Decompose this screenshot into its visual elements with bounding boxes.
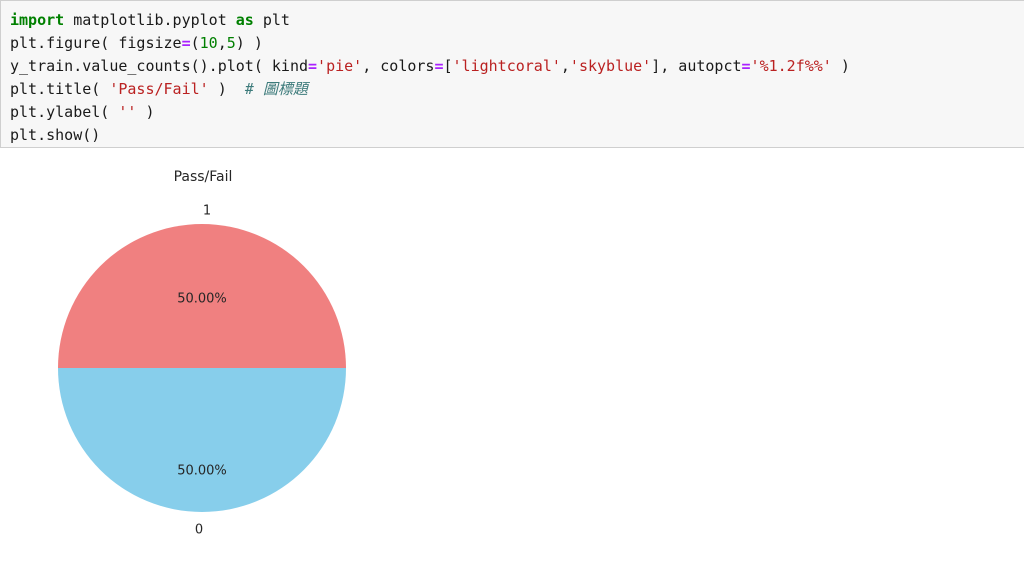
code-token-name: , colors: [362, 57, 435, 75]
code-token-name: ) ): [235, 34, 263, 52]
code-token-name: plt: [253, 11, 290, 29]
code-token-str: '%1.2f%%': [750, 57, 832, 75]
code-token-str: 'Pass/Fail': [109, 80, 209, 98]
code-line: plt.show(): [10, 124, 850, 147]
figure-output: Pass/Fail 50.00% 50.00% 1 0: [0, 149, 1024, 563]
code-token-str: 'lightcoral': [452, 57, 561, 75]
code-line: import matplotlib.pyplot as plt: [10, 9, 850, 32]
code-token-name: [: [443, 57, 453, 75]
pie-svg: [58, 224, 346, 512]
code-token-name: plt.figure( figsize: [10, 34, 182, 52]
code-token-name: y_train.value_counts().plot( kind: [10, 57, 309, 75]
code-token-kw: as: [235, 11, 254, 29]
code-line: y_train.value_counts().plot( kind='pie',…: [10, 55, 850, 78]
code-token-name: plt.show(): [10, 126, 101, 144]
pie-slice-1-percent: 50.00%: [177, 291, 227, 307]
code-token-op: =: [181, 34, 191, 52]
code-token-name: plt.title(: [10, 80, 110, 98]
code-token-num: 5: [226, 34, 236, 52]
code-token-op: =: [434, 57, 444, 75]
code-source[interactable]: import matplotlib.pyplot as plt plt.figur…: [10, 9, 850, 147]
code-token-name: ): [208, 80, 245, 98]
pie-slice-1: [58, 224, 346, 368]
pie-slice-0-percent: 50.00%: [177, 463, 227, 479]
code-token-name: ,: [217, 34, 227, 52]
code-token-name: plt.ylabel(: [10, 103, 119, 121]
pie-slice-0: [58, 368, 346, 512]
pie-label-1: 1: [202, 203, 212, 219]
code-token-str: 'skyblue': [569, 57, 652, 75]
code-token-op: =: [308, 57, 318, 75]
code-line: plt.figure( figsize=(10,5) ): [10, 32, 850, 55]
code-token-kw: import: [10, 11, 65, 29]
code-token-str: 'pie': [317, 57, 363, 75]
code-token-op: =: [741, 57, 751, 75]
code-token-num: 10: [199, 34, 218, 52]
pie-chart: 50.00% 50.00%: [58, 224, 346, 512]
code-cell[interactable]: import matplotlib.pyplot as plt plt.figur…: [0, 0, 1024, 148]
code-line: plt.ylabel( '' ): [10, 101, 850, 124]
code-token-name: matplotlib.pyplot: [64, 11, 236, 29]
chart-title: Pass/Fail: [173, 169, 233, 185]
code-token-str: '': [118, 103, 137, 121]
pie-label-0: 0: [194, 522, 204, 538]
code-token-name: ): [831, 57, 850, 75]
code-token-name: ], autopct: [651, 57, 742, 75]
code-token-name: ): [136, 103, 155, 121]
code-token-name: ,: [560, 57, 570, 75]
code-token-cmt: # 圖標題: [244, 80, 308, 98]
code-line: plt.title( 'Pass/Fail' ) # 圖標題: [10, 78, 850, 101]
code-token-name: (: [190, 34, 200, 52]
